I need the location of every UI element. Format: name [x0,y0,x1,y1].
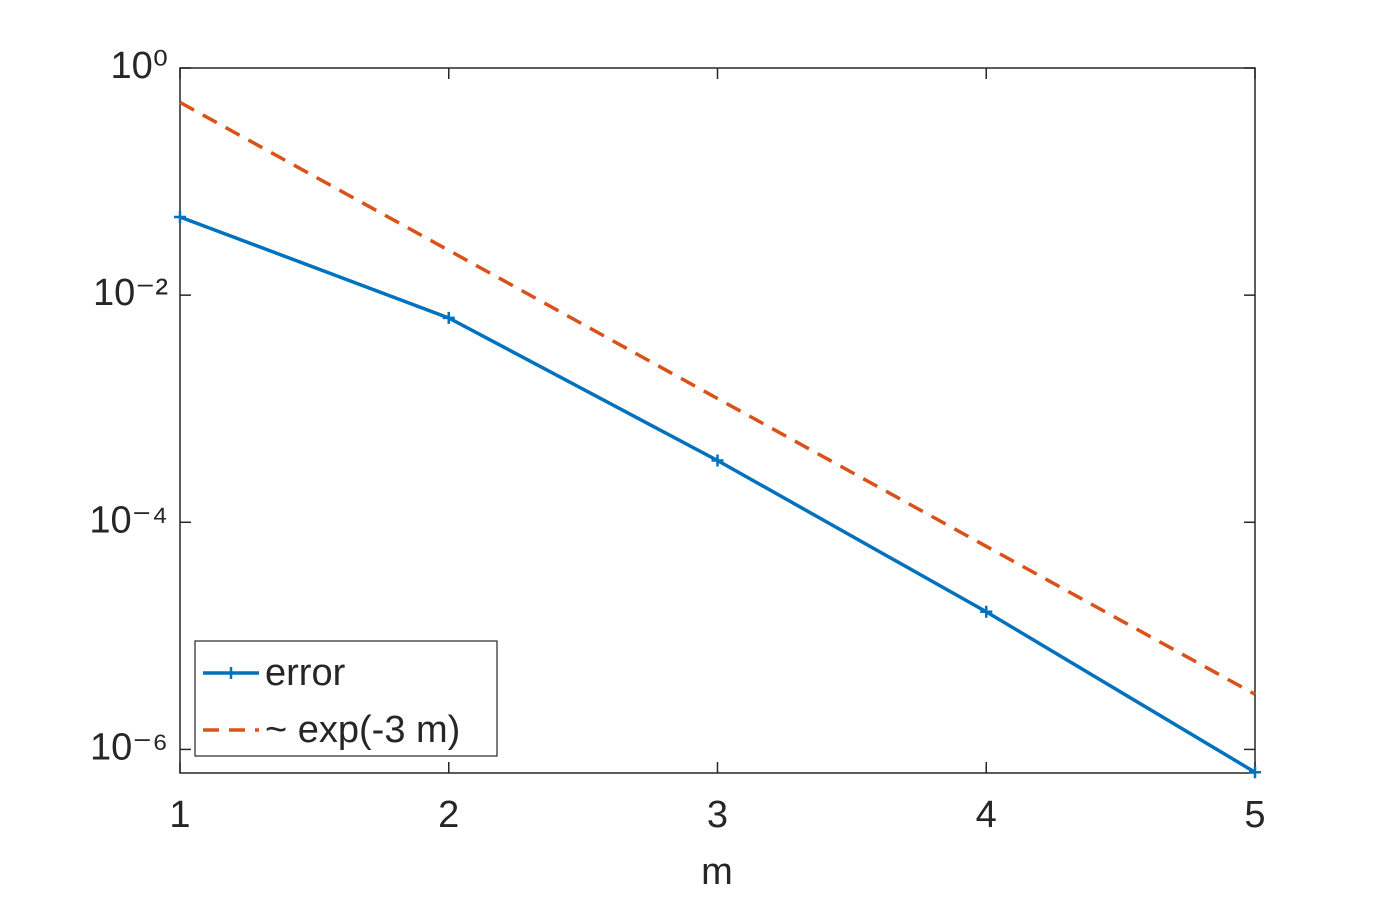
marker [1249,766,1261,779]
x-tick-label: 2 [438,794,459,836]
x-axis-label: m [701,851,733,893]
x-tick-label: 1 [169,794,190,836]
legend-box [194,640,498,757]
legend-label: error [265,652,346,694]
marker [980,605,993,618]
y-tick-label: 10⁻⁴ [89,499,168,541]
y-tick-label: 10⁻⁶ [90,726,168,768]
x-tick-label: 3 [707,794,728,836]
y-tick-label: 10⁰ [110,45,168,87]
marker [174,210,186,223]
legend-label: ~ exp(-3 m) [265,709,460,751]
marker [711,454,724,467]
legend-marker [225,667,237,679]
marker [442,311,455,324]
x-tick-label: 4 [976,794,997,836]
x-tick-label: 5 [1244,794,1265,836]
y-tick-label: 10⁻² [93,272,168,314]
series-line [179,100,1256,696]
